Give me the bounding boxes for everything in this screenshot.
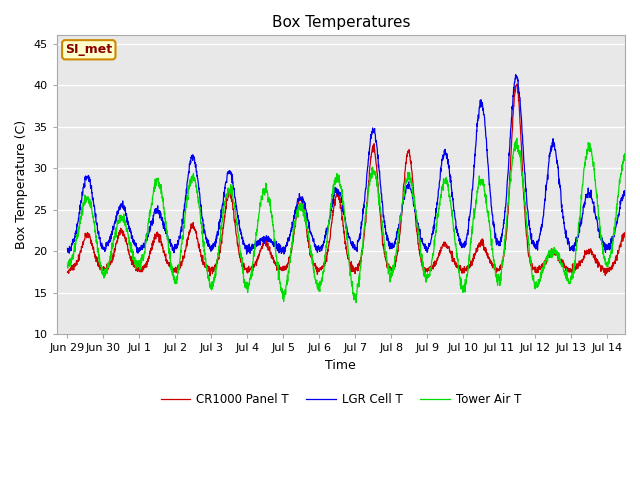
Tower Air T: [529, 277, 537, 283]
Text: SI_met: SI_met: [65, 43, 113, 56]
Tower Air T: [245, 280, 253, 286]
LGR Cell T: [639, 239, 640, 244]
LGR Cell T: [390, 244, 398, 250]
CR1000 Panel T: [632, 259, 639, 265]
Y-axis label: Box Temperature (C): Box Temperature (C): [15, 120, 28, 250]
LGR Cell T: [243, 251, 250, 257]
LGR Cell T: [121, 208, 129, 214]
LGR Cell T: [63, 246, 71, 252]
Tower Air T: [63, 263, 71, 268]
Tower Air T: [390, 267, 398, 273]
LGR Cell T: [632, 229, 639, 235]
Tower Air T: [352, 300, 360, 305]
Tower Air T: [562, 271, 570, 277]
CR1000 Panel T: [639, 264, 640, 269]
Legend: CR1000 Panel T, LGR Cell T, Tower Air T: CR1000 Panel T, LGR Cell T, Tower Air T: [156, 388, 526, 410]
LGR Cell T: [529, 239, 537, 245]
LGR Cell T: [562, 229, 570, 235]
CR1000 Panel T: [121, 235, 129, 241]
Tower Air T: [513, 135, 520, 141]
Tower Air T: [121, 222, 129, 228]
CR1000 Panel T: [63, 269, 71, 275]
Line: LGR Cell T: LGR Cell T: [67, 75, 640, 254]
LGR Cell T: [512, 72, 520, 78]
Tower Air T: [639, 259, 640, 265]
CR1000 Panel T: [390, 264, 398, 270]
Line: CR1000 Panel T: CR1000 Panel T: [67, 84, 640, 276]
CR1000 Panel T: [246, 267, 253, 273]
LGR Cell T: [246, 247, 253, 252]
X-axis label: Time: Time: [326, 359, 356, 372]
CR1000 Panel T: [513, 81, 521, 87]
Title: Box Temperatures: Box Temperatures: [271, 15, 410, 30]
CR1000 Panel T: [206, 273, 214, 279]
CR1000 Panel T: [562, 264, 570, 270]
Line: Tower Air T: Tower Air T: [67, 138, 640, 302]
CR1000 Panel T: [529, 265, 537, 271]
Tower Air T: [632, 218, 639, 224]
